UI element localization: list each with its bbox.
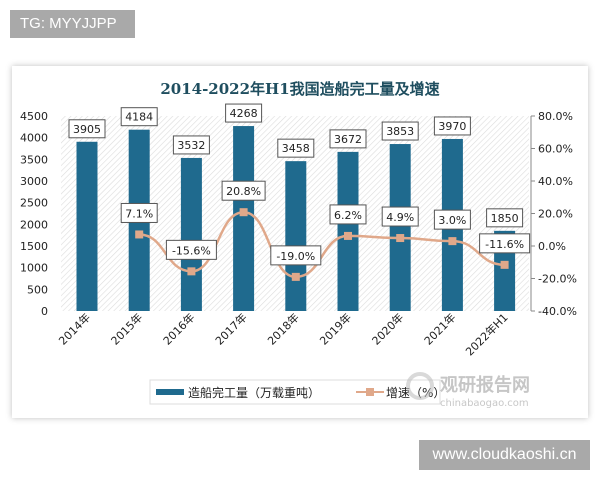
- growth-label-box: [165, 239, 217, 260]
- bar-label-box: [433, 116, 471, 136]
- bar: [180, 157, 202, 311]
- y-left-tick: 1500: [20, 240, 48, 253]
- watermark-cn: 观研报告网: [440, 374, 530, 396]
- bar: [233, 126, 255, 311]
- y-left-tick: 0: [41, 305, 48, 318]
- y-right-tick: 20.0%: [538, 208, 573, 221]
- bar-label: 1850: [491, 212, 519, 225]
- legend-bar-label: 造船完工量（万载重吨）: [188, 385, 320, 400]
- bar: [337, 151, 359, 311]
- growth-label-box: [479, 233, 531, 254]
- bar: [389, 144, 411, 311]
- legend-bar-swatch: [156, 389, 184, 395]
- growth-label: 6.2%: [334, 209, 362, 222]
- bar-label: 3458: [282, 142, 310, 155]
- bar-label: 3905: [73, 123, 101, 136]
- growth-point: [187, 267, 196, 276]
- growth-point: [239, 208, 248, 217]
- bar-label-box: [68, 119, 106, 139]
- bar-label: 3853: [386, 125, 414, 138]
- bar-label-box: [225, 103, 263, 123]
- x-tick: 2021年: [421, 310, 458, 347]
- chart-title: 2014-2022年H1我国造船完工量及增速: [160, 80, 439, 98]
- x-tick: 2016年: [160, 310, 197, 347]
- growth-point: [500, 260, 509, 269]
- growth-label-box: [221, 180, 266, 201]
- growth-label: -15.6%: [172, 244, 211, 257]
- y-right-tick: 40.0%: [538, 175, 573, 188]
- x-tick: 2022年H1: [462, 310, 510, 358]
- growth-label-box: [270, 245, 322, 266]
- growth-label: 7.1%: [125, 207, 153, 220]
- growth-point: [291, 272, 300, 281]
- growth-label: -19.0%: [276, 250, 315, 263]
- bar-label-box: [120, 107, 158, 127]
- watermark-en: chinabaogao.com: [440, 398, 529, 409]
- y-right-tick: -20.0%: [538, 273, 577, 286]
- y-right-tick: 80.0%: [538, 110, 573, 123]
- x-tick: 2018年: [264, 310, 301, 347]
- growth-label: 3.0%: [438, 214, 466, 227]
- y-left-tick: 2000: [20, 218, 48, 231]
- x-tick: 2019年: [317, 310, 354, 347]
- y-right-tick: 60.0%: [538, 143, 573, 156]
- bar-label: 4268: [230, 107, 258, 120]
- y-left-tick: 3000: [20, 175, 48, 188]
- bar-label-box: [277, 138, 315, 158]
- bar-label: 3672: [334, 133, 362, 146]
- bar: [285, 161, 307, 311]
- top-badge: TG: MYYJJPP: [10, 10, 135, 38]
- bar-label-box: [381, 121, 419, 141]
- x-tick: 2014年: [56, 310, 93, 347]
- x-tick: 2015年: [108, 310, 145, 347]
- y-left-tick: 4500: [20, 110, 48, 123]
- legend-line-marker: [366, 388, 374, 396]
- growth-label: -11.6%: [485, 238, 524, 251]
- bar-label-box: [486, 208, 524, 228]
- growth-label: 4.9%: [386, 211, 414, 224]
- bottom-badge: www.cloudkaoshi.cn: [419, 440, 590, 470]
- x-tick: 2017年: [212, 310, 249, 347]
- bar-label-box: [329, 129, 367, 149]
- y-left-tick: 2500: [20, 197, 48, 210]
- bar: [76, 141, 98, 311]
- growth-label-box: [381, 206, 419, 227]
- growth-point: [396, 234, 405, 243]
- y-right-tick: 0.0%: [538, 240, 566, 253]
- y-left-tick: 500: [27, 283, 48, 296]
- watermark: 观研报告网 chinabaogao.com: [406, 372, 530, 409]
- bar-label: 4184: [125, 111, 153, 124]
- growth-point: [448, 237, 457, 246]
- x-tick: 2020年: [369, 310, 406, 347]
- growth-point: [135, 230, 144, 239]
- growth-point: [344, 231, 352, 240]
- y-right-tick: -40.0%: [538, 305, 577, 318]
- growth-label-box: [120, 202, 158, 223]
- y-left-tick: 3500: [20, 153, 48, 166]
- growth-label-box: [329, 204, 367, 225]
- growth-label-box: [433, 209, 471, 230]
- y-left-tick: 4000: [20, 132, 48, 145]
- bar-label-box: [172, 135, 210, 155]
- legend: 造船完工量（万载重吨） 增速（%）: [149, 379, 445, 405]
- bar-label: 3532: [177, 139, 205, 152]
- growth-label: 20.8%: [226, 185, 261, 198]
- y-left-tick: 1000: [20, 262, 48, 275]
- bar-label: 3970: [438, 120, 466, 133]
